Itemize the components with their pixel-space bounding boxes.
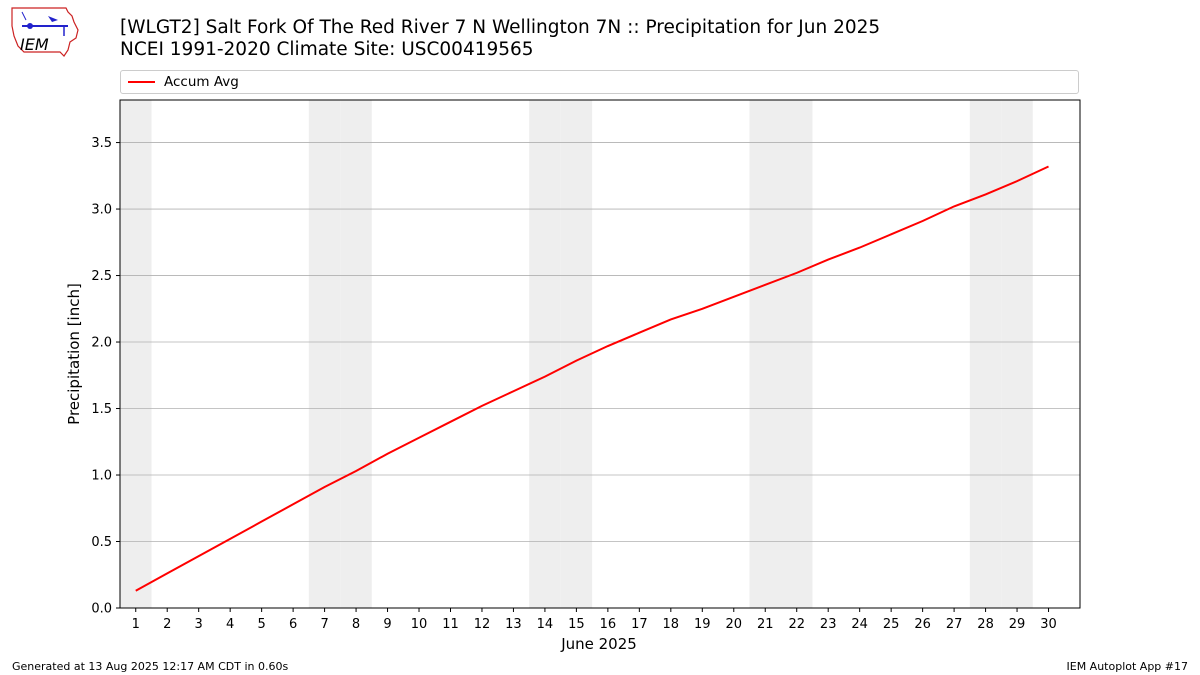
weekend-band — [780, 100, 813, 608]
x-tick-label: 12 — [474, 617, 491, 632]
x-tick-label: 5 — [257, 617, 265, 632]
plot-frame — [119, 99, 1081, 609]
app-label: IEM Autoplot App #17 — [1066, 660, 1189, 673]
x-tick-label: 11 — [442, 617, 459, 632]
legend-swatch-accum-avg — [128, 81, 155, 83]
x-tick-label: 23 — [820, 617, 837, 632]
y-tick-label: 1.0 — [91, 469, 112, 484]
legend-label-accum-avg: Accum Avg — [164, 74, 239, 90]
y-gridlines — [120, 142, 1080, 609]
x-tick-label: 18 — [663, 617, 680, 632]
x-tick-label: 29 — [1009, 617, 1026, 632]
y-tick-label: 2.0 — [91, 336, 112, 351]
weekend-band — [969, 100, 1002, 608]
x-tick-label: 8 — [352, 617, 360, 632]
title-line-2: NCEI 1991-2020 Climate Site: USC00419565 — [120, 39, 534, 60]
legend: Accum Avg — [120, 70, 1079, 94]
x-tick-label: 25 — [883, 617, 900, 632]
x-tick-label: 4 — [226, 617, 234, 632]
x-tick-label: 21 — [757, 617, 774, 632]
x-tick-label: 15 — [568, 617, 585, 632]
series-layer — [135, 165, 1049, 592]
weekend-band — [560, 100, 593, 608]
x-tick-label: 7 — [320, 617, 328, 632]
y-tick-label: 0.5 — [91, 535, 112, 550]
series-line-accum-avg — [135, 165, 1049, 592]
x-tick-label: 3 — [195, 617, 203, 632]
x-tick-label: 24 — [851, 617, 868, 632]
x-tick-label: 14 — [537, 617, 554, 632]
x-tick-label: 13 — [505, 617, 522, 632]
x-tick-label: 6 — [289, 617, 297, 632]
x-tick-label: 9 — [383, 617, 391, 632]
x-tick-label: 10 — [411, 617, 428, 632]
iem-logo: IEM — [8, 6, 80, 58]
x-tick-label: 26 — [914, 617, 931, 632]
y-tick-label: 3.5 — [91, 136, 112, 151]
x-tick-label: 2 — [163, 617, 171, 632]
x-tick-label: 27 — [946, 617, 963, 632]
x-tick-label: 17 — [631, 617, 648, 632]
x-tick-label: 22 — [788, 617, 805, 632]
logo-text: IEM — [20, 35, 49, 54]
x-tick-label: 28 — [977, 617, 994, 632]
weekend-band — [120, 100, 152, 608]
y-tick-label: 2.5 — [91, 269, 112, 284]
x-tick-label: 1 — [132, 617, 140, 632]
x-axis-label: June 2025 — [560, 635, 637, 653]
title-line-1: [WLGT2] Salt Fork Of The Red River 7 N W… — [120, 17, 881, 38]
x-axis: 1 2 3 4 5 6 7 8 9 10 11 12 13 14 15 16 17 18 19 20 21 22 23 24 2… — [132, 608, 1057, 632]
x-tick-label: 16 — [600, 617, 617, 632]
x-tick-label: 20 — [725, 617, 742, 632]
weekend-band — [340, 100, 372, 608]
x-tick-label: 19 — [694, 617, 711, 632]
x-tick-label: 30 — [1040, 617, 1057, 632]
weekend-band — [308, 100, 341, 608]
weekend-bands — [120, 100, 1033, 608]
weekend-band — [529, 100, 561, 608]
y-tick-label: 1.5 — [91, 402, 112, 417]
y-axis: 0.0 0.5 1.0 1.5 2.0 2.5 3.0 3.5 — [91, 136, 120, 617]
chart-title: [WLGT2] Salt Fork Of The Red River 7 N W… — [120, 17, 880, 61]
y-axis-label: Precipitation [inch] — [65, 283, 83, 425]
y-tick-label: 3.0 — [91, 203, 112, 218]
y-tick-label: 0.0 — [91, 602, 112, 617]
weekend-band — [749, 100, 781, 608]
generated-timestamp: Generated at 13 Aug 2025 12:17 AM CDT in… — [12, 660, 289, 673]
